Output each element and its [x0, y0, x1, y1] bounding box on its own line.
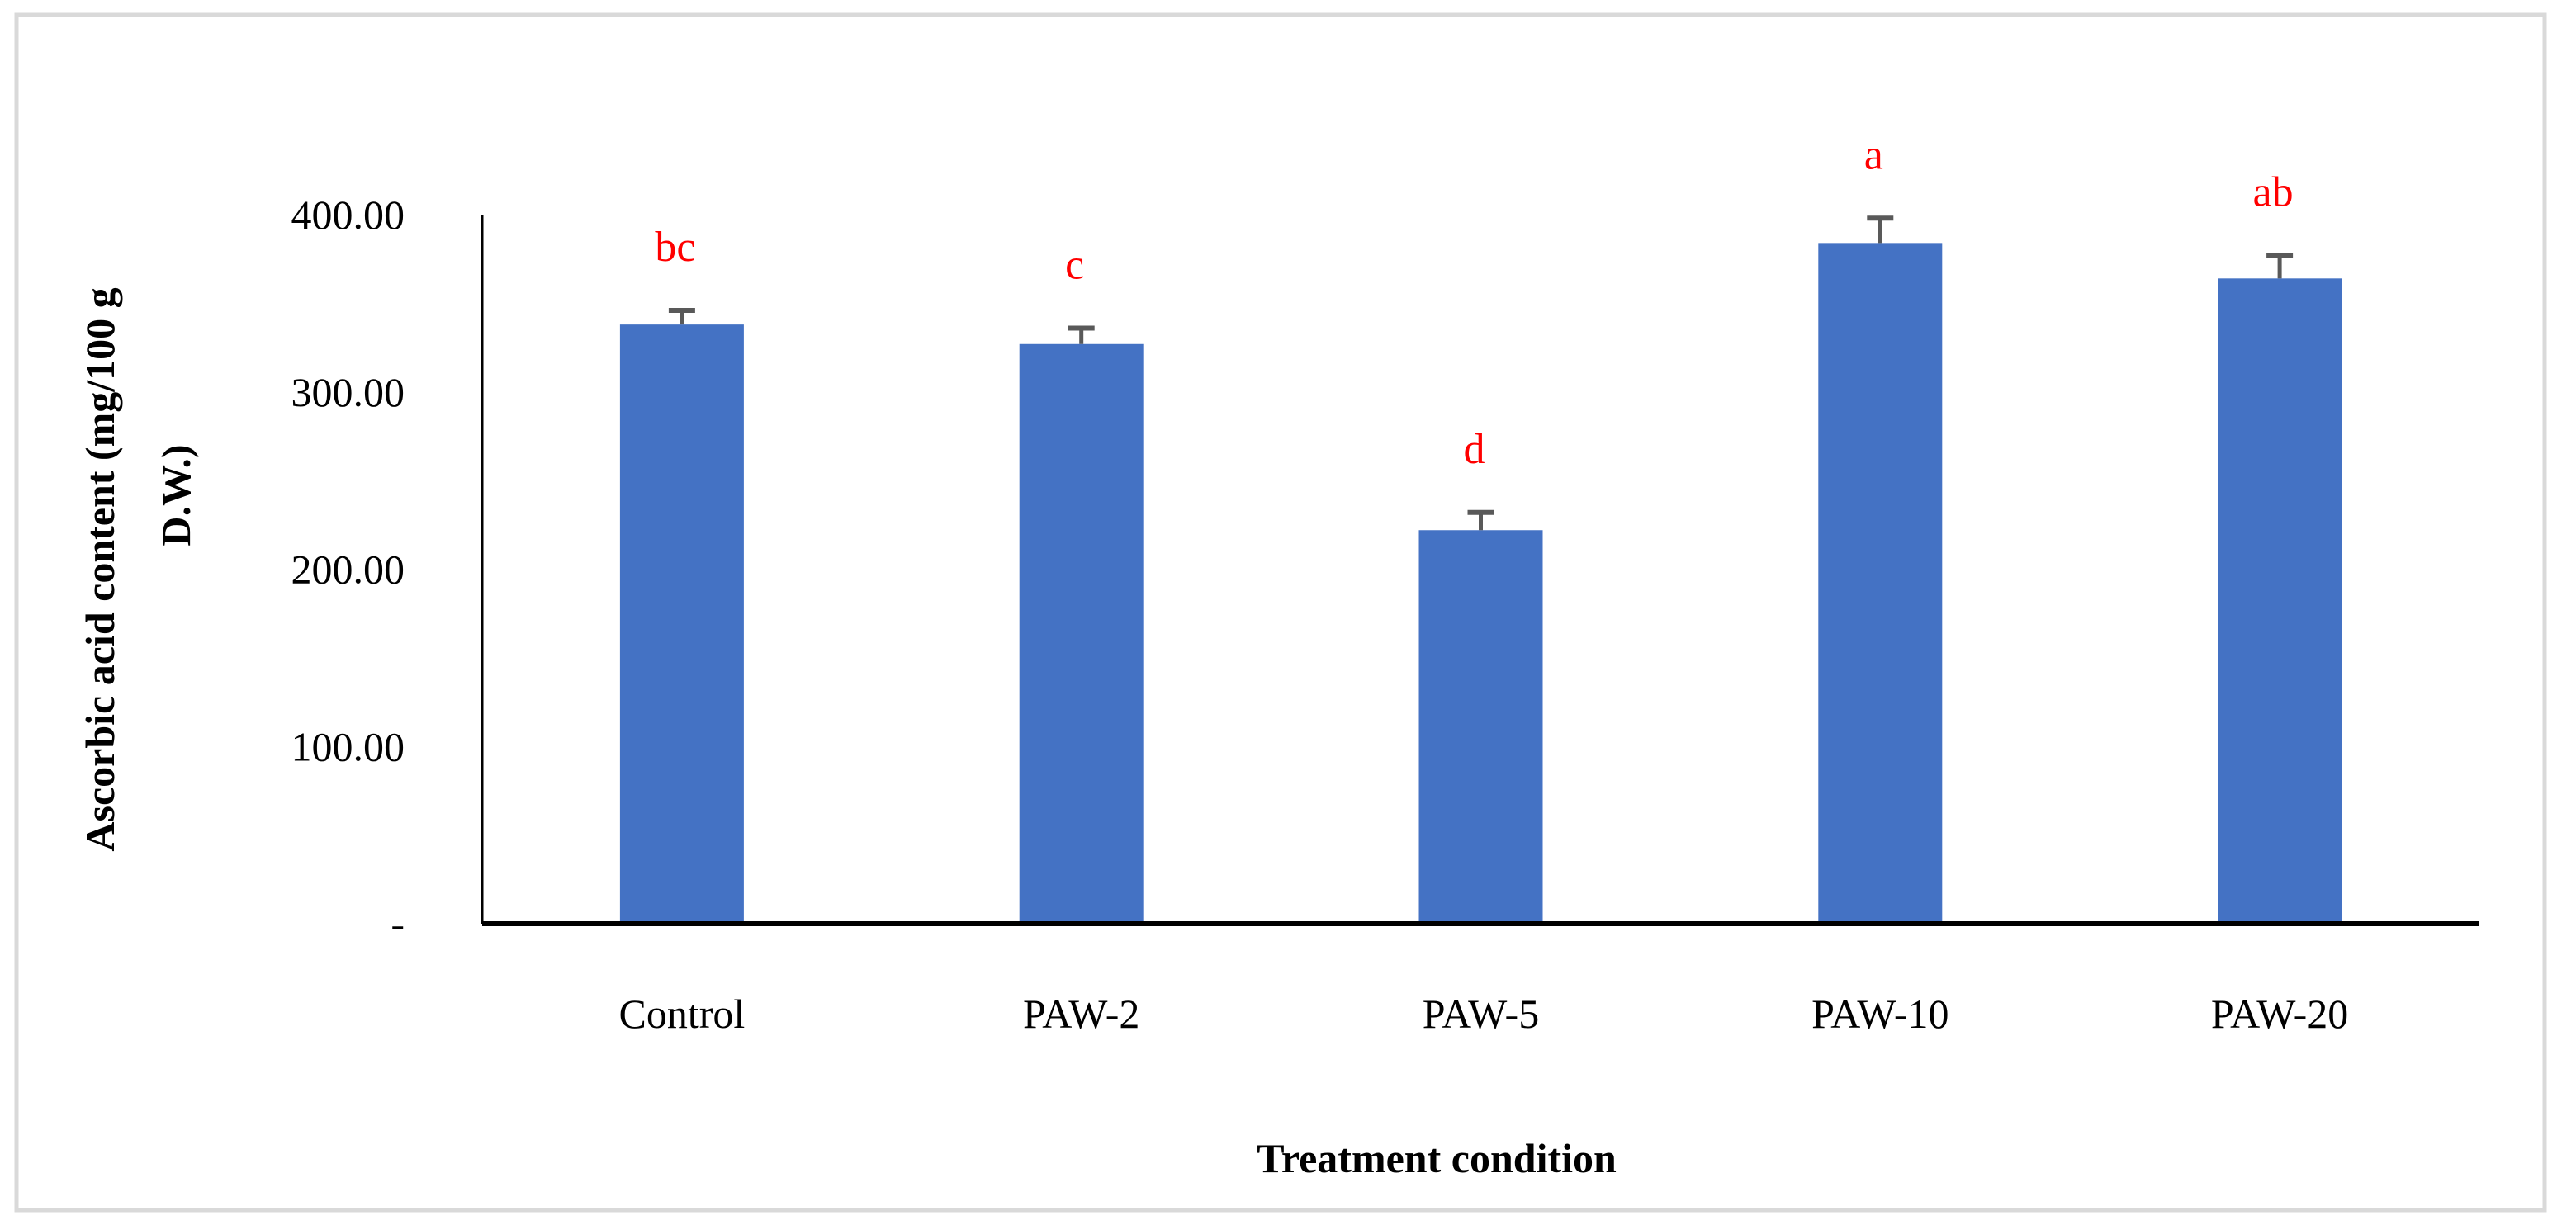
bar-control: [619, 324, 744, 924]
x-tick-label: Control: [619, 991, 746, 1037]
y-tick-labels: - 100.00 200.00 300.00 400.00: [291, 192, 405, 947]
x-tick-label: PAW-5: [1423, 991, 1539, 1037]
y-axis-title-line-2: D.W.): [153, 444, 199, 546]
bar-paw-10: [1818, 243, 1943, 924]
x-tick-label: PAW-20: [2211, 991, 2348, 1037]
significance-letter: d: [1464, 426, 1485, 473]
bar-paw-20: [2218, 278, 2342, 924]
y-tick-label: -: [391, 901, 405, 947]
bars: bc c d a ab: [619, 131, 2342, 925]
y-axis-title: Ascorbic acid content (mg/100 g D.W.): [77, 287, 199, 851]
chart-frame: [14, 12, 2547, 1213]
y-tick-label: 300.00: [291, 369, 405, 415]
bar-paw-2: [1019, 343, 1144, 925]
y-tick-label: 200.00: [291, 546, 405, 593]
significance-letter: bc: [655, 224, 695, 271]
significance-letter: ab: [2253, 168, 2294, 215]
significance-letter: a: [1864, 131, 1883, 178]
bar-paw-5: [1418, 530, 1543, 924]
x-tick-labels: Control PAW-2 PAW-5 PAW-10 PAW-20: [619, 991, 2349, 1037]
x-axis-title: Treatment condition: [1257, 1135, 1617, 1181]
y-tick-label: 100.00: [291, 723, 405, 769]
y-tick-label: 400.00: [291, 192, 405, 238]
significance-letter: c: [1065, 241, 1084, 288]
x-tick-label: PAW-10: [1811, 991, 1949, 1037]
x-tick-label: PAW-2: [1023, 991, 1139, 1037]
y-axis-title-line-1: Ascorbic acid content (mg/100 g: [77, 287, 123, 851]
